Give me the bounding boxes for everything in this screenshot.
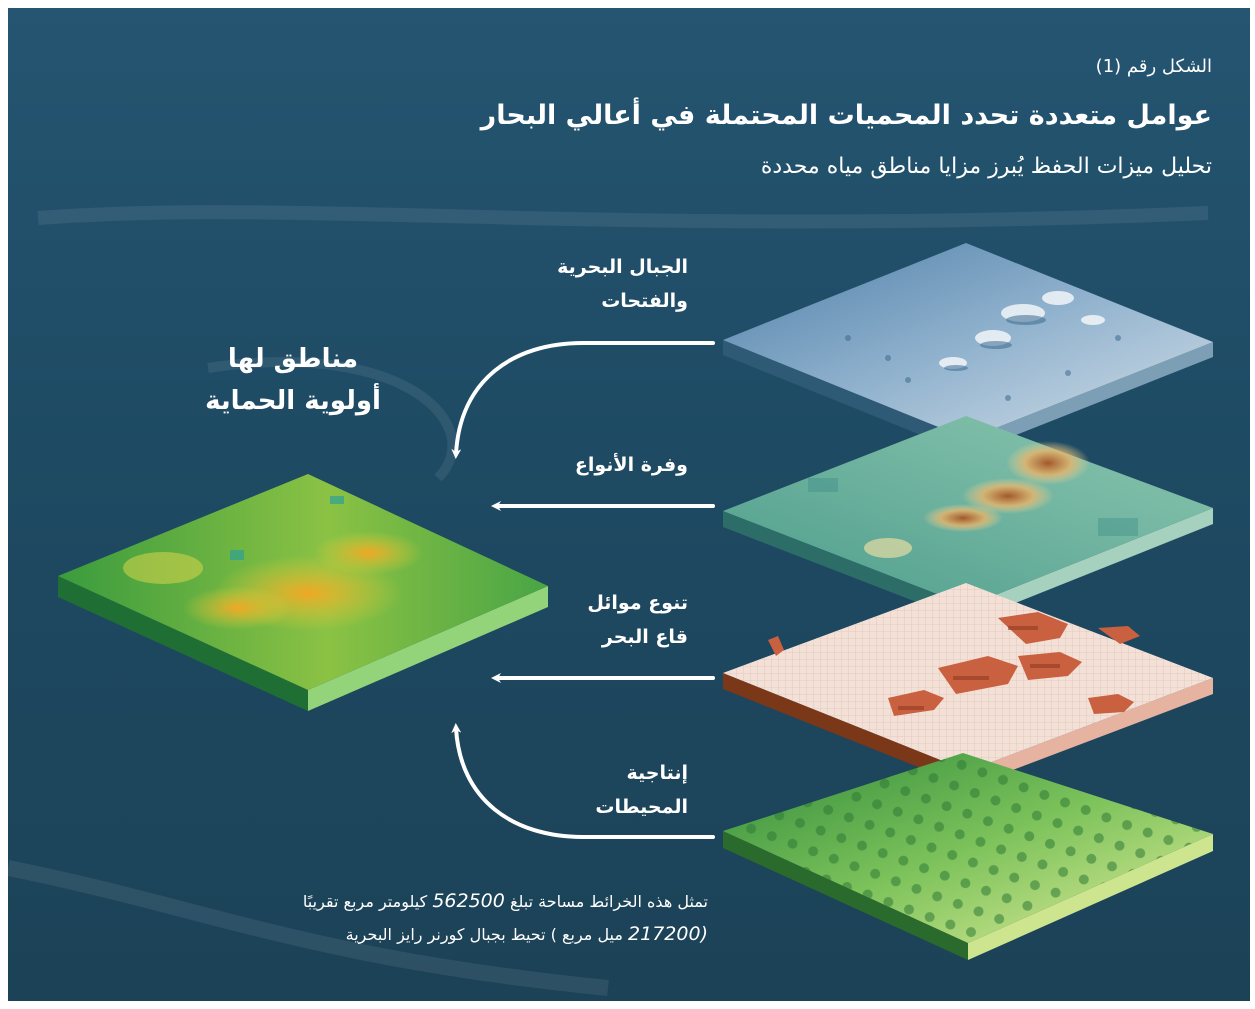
layer-label-species: وفرة الأنواع bbox=[528, 448, 688, 482]
layer-label-line2: والفتحات bbox=[601, 290, 688, 312]
layer-label-seamounts: الجبال البحرية والفتحات bbox=[528, 250, 688, 318]
background-texture bbox=[8, 205, 1209, 996]
figure-number: الشكل رقم (1) bbox=[1095, 56, 1212, 77]
habitat-layer bbox=[723, 583, 1213, 787]
productivity-layer bbox=[723, 753, 1213, 960]
species-layer bbox=[723, 416, 1213, 622]
figure-subtitle: تحليل ميزات الحفظ يُبرز مزايا مناطق مياه… bbox=[760, 154, 1212, 179]
figure-canvas: الشكل رقم (1) عوامل متعددة تحدد المحميات… bbox=[8, 8, 1250, 1001]
arrow-seamounts bbox=[451, 341, 715, 459]
layer-label-line2: المحيطات bbox=[595, 796, 688, 818]
area-mi2: 217200 bbox=[628, 923, 701, 945]
layer-label-line1: وفرة الأنواع bbox=[574, 454, 688, 476]
figure-title: عوامل متعددة تحدد المحميات المحتملة في أ… bbox=[480, 100, 1212, 131]
connector-arrows bbox=[451, 341, 715, 839]
priority-map bbox=[58, 474, 548, 711]
priority-label-line1: مناطق لها bbox=[227, 344, 359, 374]
priority-label-line2: أولوية الحماية bbox=[205, 386, 381, 416]
layer-label-productivity: إنتاجية المحيطات bbox=[528, 756, 688, 824]
footnote-line1: تمثل هذه الخرائط مساحة تبلغ 562500 كيلوم… bbox=[302, 890, 708, 912]
arrow-productivity bbox=[451, 723, 715, 839]
layer-label-habitat: تنوع موائل قاع البحر bbox=[528, 586, 688, 654]
area-km2: 562500 bbox=[432, 890, 505, 912]
layer-label-line1: تنوع موائل bbox=[587, 592, 688, 614]
layer-label-line2: قاع البحر bbox=[601, 626, 688, 648]
layer-label-line1: إنتاجية bbox=[626, 762, 688, 784]
seamounts-layer bbox=[723, 243, 1213, 454]
layer-label-line1: الجبال البحرية bbox=[557, 256, 688, 278]
layers-scene bbox=[8, 205, 1213, 996]
priority-label: مناطق لها أولوية الحماية bbox=[193, 338, 393, 422]
footnote: تمثل هذه الخرائط مساحة تبلغ 562500 كيلوم… bbox=[198, 885, 708, 951]
footnote-line2: (217200 ميل مربع ) تحيط بجبال كورنر رايز… bbox=[345, 923, 708, 945]
